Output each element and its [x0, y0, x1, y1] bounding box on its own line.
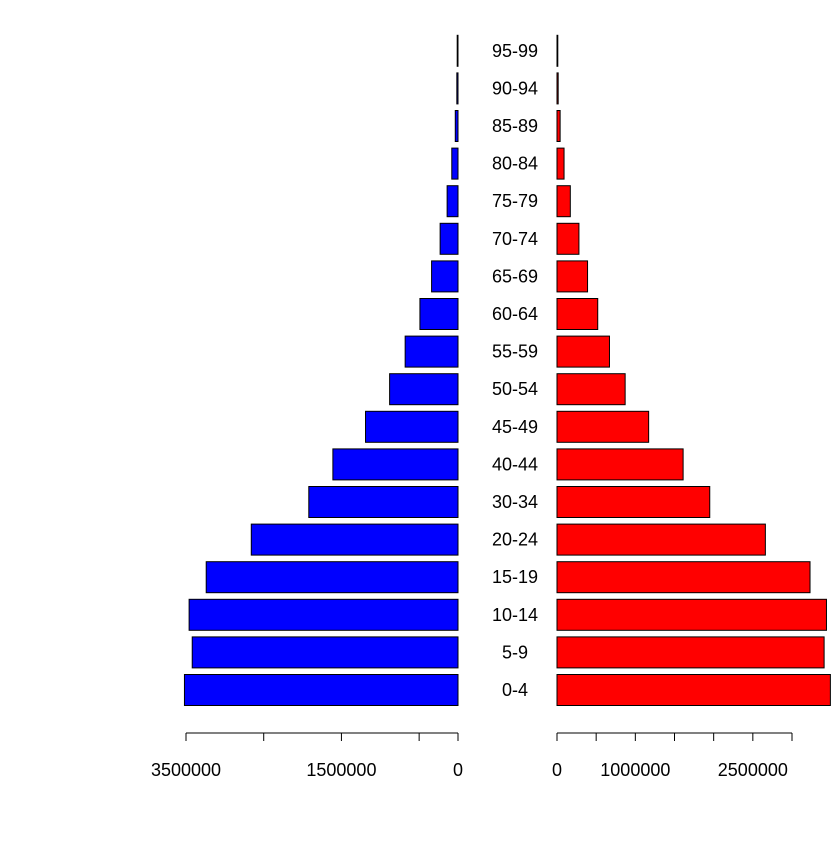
right-axis-tick-label: 1000000 [600, 760, 670, 780]
left-axis-tick-label: 0 [453, 760, 463, 780]
category-label: 30-34 [492, 492, 538, 512]
left-bar-5-9 [191, 636, 459, 669]
left-bar-60-64 [419, 298, 459, 330]
left-axis-tick-label: 1500000 [306, 760, 376, 780]
left-bar-80-84 [451, 147, 459, 180]
right-bar-10-14 [556, 598, 827, 631]
right-bar-80-84 [556, 147, 565, 180]
left-bar-75-79 [446, 185, 459, 218]
left-bar-55-59 [404, 335, 459, 368]
right-bar-45-49 [556, 410, 650, 443]
right-bar-85-89 [556, 110, 561, 142]
right-bar-75-79 [556, 185, 571, 218]
category-label: 10-14 [492, 605, 538, 625]
category-label: 75-79 [492, 191, 538, 211]
left-bar-45-49 [365, 410, 459, 443]
right-bar-15-19 [556, 561, 811, 594]
right-bar-50-54 [556, 373, 626, 406]
category-label: 5-9 [502, 642, 528, 662]
category-label: 60-64 [492, 304, 538, 324]
right-bars-group [556, 34, 831, 706]
category-label: 0-4 [502, 680, 528, 700]
right-bar-20-24 [556, 523, 766, 556]
left-bar-70-74 [439, 222, 459, 255]
left-bar-50-54 [389, 373, 459, 406]
left-bar-10-14 [188, 598, 459, 631]
left-bar-0-4 [183, 674, 459, 706]
left-bar-65-69 [431, 260, 459, 293]
category-label: 95-99 [492, 41, 538, 61]
right-bar-5-9 [556, 636, 825, 669]
left-bar-30-34 [308, 486, 459, 518]
left-axis-tick-label: 3500000 [151, 760, 221, 780]
right-bar-60-64 [556, 298, 599, 330]
category-labels-group: 0-4 5-9 10-14 15-19 20-24 30-34 40-44 45-49 50-5… [492, 41, 538, 700]
category-label: 65-69 [492, 266, 538, 286]
right-axis: 0 1000000 2500000 [552, 732, 793, 780]
right-axis-tick-label: 0 [552, 760, 562, 780]
left-axis: 3500000 1500000 0 [151, 732, 463, 780]
left-bar-90-94 [456, 72, 459, 105]
category-label: 20-24 [492, 530, 538, 550]
right-bar-55-59 [556, 335, 610, 368]
category-label: 70-74 [492, 229, 538, 249]
left-bar-15-19 [205, 561, 459, 594]
category-label: 45-49 [492, 417, 538, 437]
left-bar-20-24 [250, 523, 459, 556]
right-bar-70-74 [556, 222, 580, 255]
left-bar-85-89 [454, 110, 459, 142]
right-axis-tick-label: 2500000 [718, 760, 788, 780]
left-bar-95-99 [456, 34, 459, 67]
left-bars-group [183, 34, 459, 706]
right-bar-90-94 [556, 72, 559, 105]
category-label: 80-84 [492, 154, 538, 174]
left-bar-40-44 [332, 448, 459, 481]
category-label: 90-94 [492, 78, 538, 98]
right-bar-30-34 [556, 486, 711, 518]
category-label: 85-89 [492, 116, 538, 136]
category-label: 50-54 [492, 379, 538, 399]
right-bar-0-4 [556, 674, 831, 706]
category-label: 55-59 [492, 342, 538, 362]
category-label: 40-44 [492, 454, 538, 474]
right-bar-40-44 [556, 448, 684, 481]
category-label: 15-19 [492, 567, 538, 587]
right-bar-65-69 [556, 260, 589, 293]
right-bar-95-99 [556, 34, 559, 67]
